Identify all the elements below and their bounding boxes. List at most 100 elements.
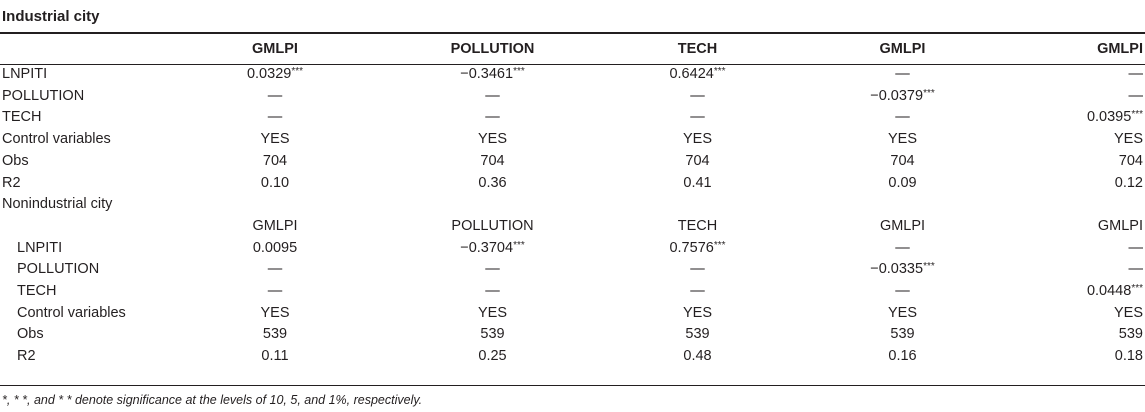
table-cell: — — [1005, 238, 1145, 260]
cell-value: — — [485, 261, 500, 278]
cell-value: 0.6424 — [669, 66, 714, 82]
table-cell: YES — [595, 129, 800, 151]
cell-value: YES — [887, 304, 917, 321]
cell-value: 0.11 — [261, 348, 289, 365]
cell-value: 539 — [480, 326, 505, 343]
row-label: POLLUTION — [2, 87, 85, 104]
cell-value: — — [267, 87, 283, 104]
header-cell: POLLUTION — [450, 41, 535, 57]
cell-value: — — [895, 109, 910, 126]
significance-stars: *** — [513, 66, 525, 77]
table-cell: 0.18 — [1005, 346, 1145, 368]
table-cell: 0.0095 — [160, 238, 390, 260]
cell-value: 0.12 — [1114, 174, 1143, 191]
table-row: POLLUTION — — — −0.0335*** — — [0, 259, 1145, 281]
table-cell: 0.16 — [800, 346, 1005, 368]
table-row: POLLUTION — — — −0.0379*** — — [0, 86, 1145, 108]
cell-value: — — [267, 261, 283, 278]
table-cell: 0.41 — [595, 173, 800, 195]
cell-value: YES — [682, 131, 712, 148]
cell-value: 0.0329 — [246, 66, 292, 82]
cell-value: 0.0448 — [1086, 283, 1132, 300]
table-cell: 0.6424*** — [595, 64, 800, 86]
cell-value: — — [895, 239, 910, 256]
table-cell: 0.0395*** — [1005, 107, 1145, 129]
table-row: LNPITI 0.0095 −0.3704*** 0.7576*** — — — [0, 238, 1145, 260]
table-cell: 0.09 — [800, 173, 1005, 195]
cell-value: YES — [887, 131, 917, 148]
cell-value: — — [895, 66, 910, 82]
table-body: GMLPI POLLUTION TECH GMLPI GMLPI LNPITI 0… — [0, 34, 1145, 368]
table-cell: — — [800, 107, 1005, 129]
table-cell: YES — [595, 303, 800, 325]
table-cell: — — [160, 259, 390, 281]
header-cell: GMLPI — [252, 217, 298, 234]
table-cell: — — [390, 86, 595, 108]
cell-value: 704 — [1118, 152, 1143, 169]
table-cell: — — [1005, 259, 1145, 281]
table-cell: — — [390, 259, 595, 281]
header-cell: GMLPI — [879, 217, 926, 234]
section-label: Nonindustrial city — [2, 196, 113, 213]
table-cell: 0.0448*** — [1005, 281, 1145, 303]
table-cell: 539 — [1005, 324, 1145, 346]
row-label: R2 — [2, 174, 21, 191]
row-label: TECH — [17, 283, 57, 300]
cell-value: 0.10 — [260, 174, 290, 191]
cell-value: 0.16 — [888, 348, 917, 365]
cell-value: — — [690, 261, 705, 278]
header-cell — [0, 34, 160, 64]
nonindustrial-header-row: GMLPI POLLUTION TECH GMLPI GMLPI — [0, 216, 1145, 238]
cell-value: 704 — [262, 152, 288, 169]
table-row: R2 0.11 0.25 0.48 0.16 0.18 — [0, 346, 1145, 368]
header-cell: GMLPI — [1097, 41, 1143, 57]
table-cell: 0.0329*** — [160, 64, 390, 86]
bottom-rule — [0, 385, 1145, 386]
table-cell: YES — [800, 129, 1005, 151]
cell-value: 539 — [685, 326, 710, 343]
table-cell: — — [595, 107, 800, 129]
cell-value: 539 — [1118, 326, 1143, 343]
table-cell: 704 — [160, 151, 390, 173]
header-cell: GMLPI — [252, 41, 298, 57]
cell-value: — — [690, 87, 705, 104]
row-label: LNPITI — [17, 239, 63, 256]
cell-value: YES — [682, 304, 712, 321]
row-label: Control variables — [2, 131, 111, 148]
row-label: Obs — [17, 326, 44, 343]
row-label: TECH — [2, 109, 42, 126]
top-rule — [0, 32, 1145, 34]
table-row: Control variables YES YES YES YES YES — [0, 303, 1145, 325]
table-cell: 539 — [160, 324, 390, 346]
table-cell: YES — [160, 303, 390, 325]
table-cell: −0.3461*** — [390, 64, 595, 86]
table-cell: — — [595, 259, 800, 281]
table-footnote: *, * *, and * * denote significance at t… — [2, 393, 423, 407]
significance-stars: *** — [291, 66, 304, 77]
row-label: Control variables — [17, 304, 126, 321]
header-cell: POLLUTION — [451, 217, 534, 234]
cell-value: — — [1128, 66, 1144, 82]
table-cell: 704 — [1005, 151, 1145, 173]
cell-value: −0.0335 — [870, 261, 924, 278]
significance-stars: *** — [923, 87, 935, 99]
table-cell: — — [160, 86, 390, 108]
table-cell: −0.0379*** — [800, 86, 1005, 108]
cell-value: 704 — [685, 152, 710, 169]
header-cell: GMLPI — [879, 41, 926, 57]
table-cell: YES — [1005, 129, 1145, 151]
cell-value: YES — [1113, 304, 1143, 321]
table-cell: −0.3704*** — [390, 238, 595, 260]
row-label: R2 — [17, 348, 36, 365]
cell-value: 0.7576 — [669, 239, 714, 256]
table-cell: 539 — [800, 324, 1005, 346]
cell-value: — — [690, 283, 705, 300]
cell-value: — — [485, 87, 500, 104]
significance-stars: *** — [713, 66, 726, 77]
table-cell: 0.25 — [390, 346, 595, 368]
table-cell: — — [1005, 64, 1145, 86]
table-row: LNPITI 0.0329*** −0.3461*** 0.6424*** — — — [0, 64, 1145, 86]
table-cell: YES — [1005, 303, 1145, 325]
cell-value: 539 — [890, 326, 915, 343]
